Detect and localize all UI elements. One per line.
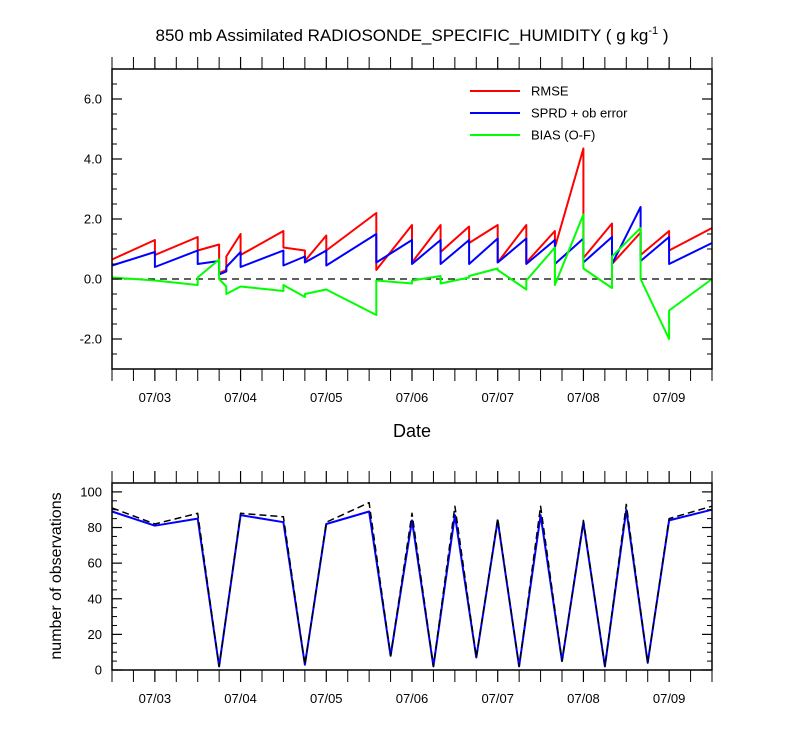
x-tick-label: 07/08	[567, 390, 600, 405]
chart-title-end: )	[658, 26, 668, 45]
x-tick-label: 07/05	[310, 390, 343, 405]
x-tick-label: 07/09	[653, 390, 686, 405]
bottom-y-axis-label: number of observations	[48, 492, 65, 659]
top-series-group	[111, 147, 713, 340]
x-tick-label: 07/04	[224, 691, 257, 706]
y-tick-label: 80	[88, 520, 102, 535]
x-tick-label: 07/05	[310, 691, 343, 706]
series-line-observations-assimilated	[111, 508, 713, 668]
chart-title-superscript: -1	[648, 25, 658, 37]
x-tick-label: 07/08	[567, 691, 600, 706]
y-tick-label: 40	[88, 591, 102, 606]
bottom-plot-frame	[111, 482, 713, 671]
legend-label-rmse: RMSE	[531, 84, 569, 99]
bottom-series-group	[111, 501, 713, 668]
x-axis-label: Date	[393, 421, 431, 441]
x-tick-label: 07/04	[224, 390, 257, 405]
bottom-ticks	[111, 471, 713, 682]
chart-title-main: 850 mb Assimilated RADIOSONDE_SPECIFIC_H…	[156, 26, 649, 45]
series-line-bias-o-f	[111, 213, 713, 340]
top-y-tick-labels: -2.0 0.0 2.0 4.0 6.0	[80, 92, 102, 347]
y-tick-label: 4.0	[84, 152, 102, 167]
y-tick-label: 60	[88, 556, 102, 571]
y-tick-label: 2.0	[84, 212, 102, 227]
top-x-tick-labels: 07/03 07/04 07/05 07/06 07/07 07/08 07/09	[139, 390, 686, 405]
series-line-observations-possible	[111, 501, 713, 668]
bottom-x-tick-labels: 07/03 07/04 07/05 07/06 07/07 07/08 07/09	[139, 691, 686, 706]
bottom-y-tick-labels: 0 20 40 60 80 100	[80, 484, 102, 677]
y-tick-label: 0.0	[84, 272, 102, 287]
y-tick-label: 0	[95, 663, 102, 678]
y-tick-label: 100	[80, 484, 102, 499]
x-tick-label: 07/07	[481, 691, 514, 706]
x-tick-label: 07/03	[139, 691, 172, 706]
x-tick-label: 07/07	[481, 390, 514, 405]
series-line-sprd-ob-error	[111, 206, 713, 276]
x-tick-label: 07/03	[139, 390, 172, 405]
legend-label-bias-o-f: BIAS (O-F)	[531, 128, 595, 143]
x-tick-label: 07/06	[396, 691, 429, 706]
y-tick-label: 20	[88, 627, 102, 642]
x-tick-label: 07/09	[653, 691, 686, 706]
y-tick-label: -2.0	[80, 332, 102, 347]
legend: RMSE SPRD + ob error BIAS (O-F)	[470, 84, 628, 143]
top-ticks	[111, 57, 713, 381]
chart-title: 850 mb Assimilated RADIOSONDE_SPECIFIC_H…	[156, 25, 669, 45]
y-tick-label: 6.0	[84, 92, 102, 107]
x-tick-label: 07/06	[396, 390, 429, 405]
legend-label-sprd-ob-error: SPRD + ob error	[531, 106, 628, 121]
top-panel: -2.00.02.04.06.0 07/03 07/04 07/05 07/06 07/…	[80, 57, 713, 405]
